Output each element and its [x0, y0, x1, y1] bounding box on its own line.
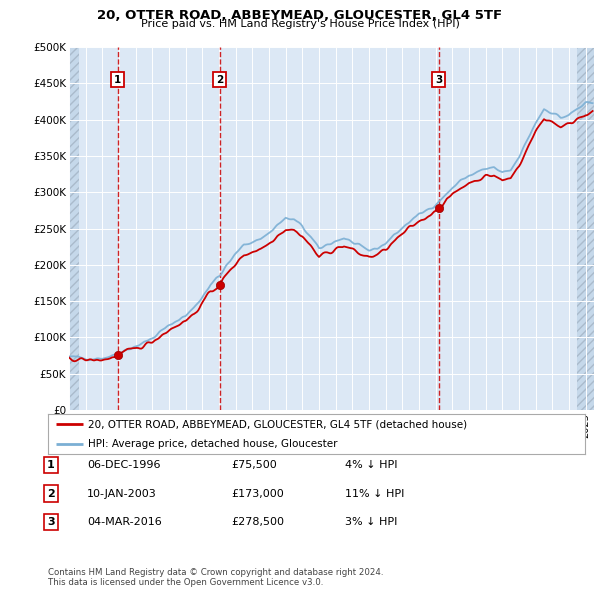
Text: 1: 1	[47, 460, 55, 470]
Text: 3: 3	[435, 75, 442, 85]
Bar	[69, 47, 79, 410]
Text: 20, OTTER ROAD, ABBEYMEAD, GLOUCESTER, GL4 5TF (detached house): 20, OTTER ROAD, ABBEYMEAD, GLOUCESTER, G…	[88, 419, 467, 429]
Text: HPI: Average price, detached house, Gloucester: HPI: Average price, detached house, Glou…	[88, 440, 338, 449]
Text: 1: 1	[114, 75, 121, 85]
Text: 2: 2	[216, 75, 223, 85]
Text: Price paid vs. HM Land Registry's House Price Index (HPI): Price paid vs. HM Land Registry's House …	[140, 19, 460, 30]
Bar	[577, 47, 596, 410]
Text: 11% ↓ HPI: 11% ↓ HPI	[345, 489, 404, 499]
Text: 3% ↓ HPI: 3% ↓ HPI	[345, 517, 397, 527]
Text: 3: 3	[47, 517, 55, 527]
Text: 2: 2	[47, 489, 55, 499]
Text: £278,500: £278,500	[231, 517, 284, 527]
Text: £75,500: £75,500	[231, 460, 277, 470]
Text: 06-DEC-1996: 06-DEC-1996	[87, 460, 161, 470]
Text: 10-JAN-2003: 10-JAN-2003	[87, 489, 157, 499]
Text: £173,000: £173,000	[231, 489, 284, 499]
Text: 04-MAR-2016: 04-MAR-2016	[87, 517, 162, 527]
Text: Contains HM Land Registry data © Crown copyright and database right 2024.
This d: Contains HM Land Registry data © Crown c…	[48, 568, 383, 587]
Text: 4% ↓ HPI: 4% ↓ HPI	[345, 460, 398, 470]
Text: 20, OTTER ROAD, ABBEYMEAD, GLOUCESTER, GL4 5TF: 20, OTTER ROAD, ABBEYMEAD, GLOUCESTER, G…	[97, 9, 503, 22]
